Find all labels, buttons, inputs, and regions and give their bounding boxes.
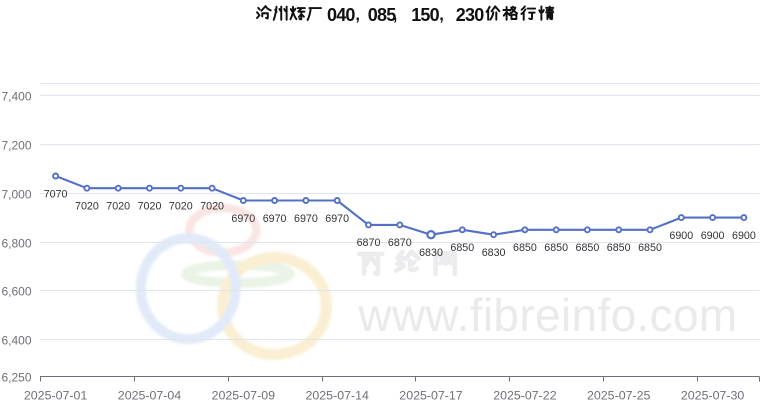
svg-text:www.fibreinfo.com: www.fibreinfo.com (357, 289, 737, 341)
svg-text:7,200: 7,200 (1, 138, 31, 152)
svg-text:040: 040 (327, 5, 355, 25)
svg-text:2025-07-25: 2025-07-25 (587, 388, 650, 402)
svg-text:6870: 6870 (388, 237, 412, 249)
svg-text:2025-07-04: 2025-07-04 (118, 388, 181, 402)
svg-text:6,400: 6,400 (1, 333, 31, 347)
svg-text:7,400: 7,400 (1, 89, 31, 103)
svg-text:,: , (393, 6, 398, 24)
svg-text:7020: 7020 (200, 201, 224, 213)
svg-text:6850: 6850 (576, 242, 600, 254)
svg-text:7020: 7020 (138, 201, 162, 213)
svg-text:7020: 7020 (169, 201, 193, 213)
svg-text:6850: 6850 (544, 242, 568, 254)
svg-text:7020: 7020 (106, 201, 130, 213)
svg-text:6,250: 6,250 (1, 370, 31, 384)
svg-text:6900: 6900 (732, 230, 756, 242)
svg-text:6830: 6830 (419, 247, 443, 259)
svg-text:7020: 7020 (75, 201, 99, 213)
svg-text:6850: 6850 (638, 242, 662, 254)
svg-text:6850: 6850 (450, 242, 474, 254)
svg-text:,: , (355, 6, 360, 24)
svg-text:6870: 6870 (357, 237, 381, 249)
svg-text:150: 150 (411, 5, 439, 25)
svg-text:6970: 6970 (263, 213, 287, 225)
svg-text:2025-07-30: 2025-07-30 (681, 388, 744, 402)
svg-text:6970: 6970 (325, 213, 349, 225)
svg-text:2025-07-09: 2025-07-09 (212, 388, 275, 402)
svg-text:085: 085 (368, 5, 396, 25)
svg-text:6,800: 6,800 (1, 236, 31, 250)
svg-text:6830: 6830 (482, 247, 506, 259)
svg-text:6970: 6970 (294, 213, 318, 225)
svg-text:6,600: 6,600 (1, 284, 31, 298)
svg-text:6900: 6900 (669, 230, 693, 242)
svg-text:7070: 7070 (44, 188, 68, 200)
svg-text:6850: 6850 (513, 242, 537, 254)
svg-text:6970: 6970 (231, 213, 255, 225)
svg-text:2025-07-01: 2025-07-01 (24, 388, 87, 402)
svg-text:2025-07-22: 2025-07-22 (493, 388, 556, 402)
svg-text:2025-07-17: 2025-07-17 (399, 388, 462, 402)
svg-text:,: , (439, 6, 444, 24)
svg-text:6850: 6850 (607, 242, 631, 254)
svg-text:2025-07-14: 2025-07-14 (306, 388, 369, 402)
svg-text:7,000: 7,000 (1, 187, 31, 201)
svg-text:230: 230 (456, 5, 484, 25)
svg-text:6900: 6900 (701, 230, 725, 242)
